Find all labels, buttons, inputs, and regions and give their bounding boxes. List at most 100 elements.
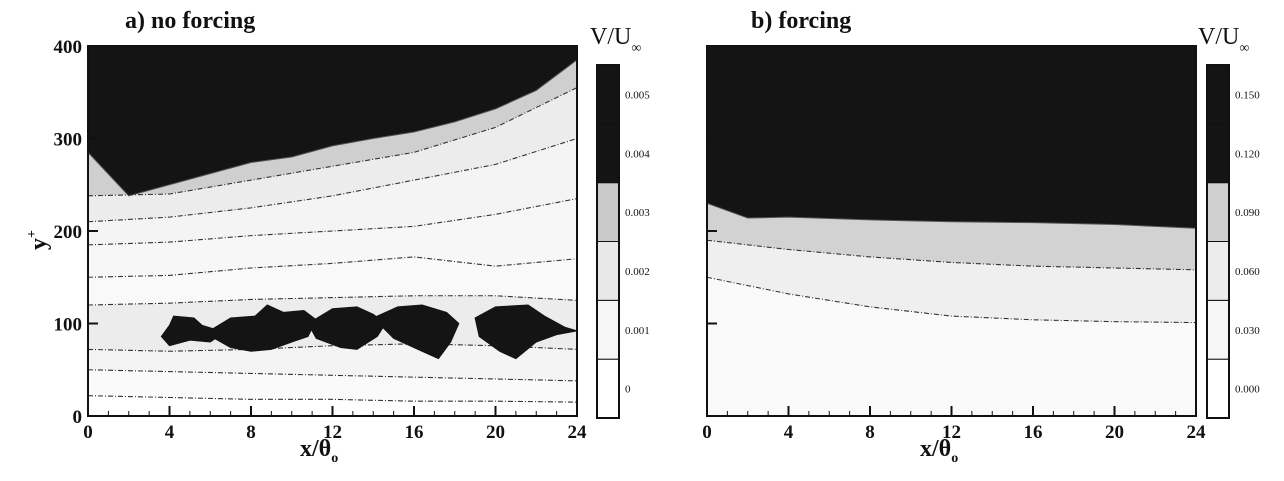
panel-b-colorbar-segment [1206, 358, 1230, 419]
panel-b-colorbar-label: 0.120 [1235, 148, 1260, 160]
panel-a-contour-line [87, 369, 578, 382]
panel-b-fills [707, 46, 1196, 416]
panel-a-x-tick-label: 16 [405, 422, 424, 443]
panel-b-x-tick-label: 16 [1024, 422, 1043, 443]
panel-b-x-tick-label: 4 [784, 422, 794, 443]
panel-b-contour-line [706, 276, 1197, 324]
panel-a-colorbar-title-sub: ∞ [631, 41, 641, 56]
panel-a-colorbar-segment [596, 299, 620, 360]
panel-b-band-2 [707, 240, 1196, 323]
panel-b-x-ticks: 0 4 8 12 16 20 24 [702, 406, 1206, 443]
panel-b-x-tick-label: 24 [1187, 422, 1207, 443]
panel-a-band-9 [88, 395, 577, 416]
panel-b-x-tick-label: 0 [702, 422, 712, 443]
panel-a-colorbar-segment [596, 182, 620, 243]
panel-a-contour-line [87, 198, 578, 246]
panel-b-band-3 [707, 277, 1196, 416]
panel-a-colorbar-label: 0.003 [625, 207, 650, 219]
panel-b-colorbar-segment [1206, 64, 1230, 125]
panel-b-contours [706, 202, 1197, 324]
panel-b-contour-line [706, 202, 1197, 229]
panel-a-y-axis-label: y+ [25, 230, 52, 250]
panel-a-x-tick-label: 24 [568, 422, 588, 443]
panel-a-x-tick-label: 0 [83, 422, 93, 443]
panel-b-colorbar-title: V/U∞ [1198, 24, 1249, 56]
panel-a-band-5 [88, 256, 577, 305]
panel-b-band-0 [707, 46, 1196, 229]
panel-b: b) forcing 0 4 8 12 16 20 24 x/θo V/U∞ 0.0000.… [702, 8, 1260, 466]
panel-b-colorbar-segment [1206, 241, 1230, 301]
panel-a-band-7 [88, 343, 577, 381]
panel-a-band-3 [88, 138, 577, 245]
panel-a: a) no forcing 0 4 8 12 16 20 24 0100200300400 … [25, 8, 650, 466]
panel-b-contour-line [706, 239, 1197, 271]
panel-a-x-ticks: 0 4 8 12 16 20 24 [83, 406, 587, 443]
panel-a-contour-line [87, 256, 578, 278]
panel-a-x-label-main: x/θ [300, 436, 331, 462]
panel-b-band-1 [707, 203, 1196, 270]
panel-a-colorbar-segment [596, 123, 620, 184]
panel-b-x-label-sub: o [951, 451, 958, 466]
panel-b-x-axis-label: x/θo [920, 436, 958, 466]
panel-b-colorbar-label: 0.030 [1235, 325, 1260, 337]
panel-a-x-tick-label: 8 [246, 422, 256, 443]
panel-a-colorbar-label: 0.005 [625, 89, 650, 101]
panel-b-colorbar-segment [1206, 123, 1230, 184]
panel-b-colorbar-title-main: V/U [1198, 24, 1239, 50]
panel-a-band-8 [88, 369, 577, 403]
panel-a-colorbar-segment [596, 358, 620, 419]
panel-a-band-2 [88, 87, 577, 222]
panel-b-x-tick-label: 8 [865, 422, 875, 443]
panel-b-colorbar: 0.000 0.030 0.060 0.090 0.120 0.150 [1206, 64, 1260, 419]
panel-a-contour-line [87, 295, 578, 306]
panel-a-high-region [160, 315, 220, 347]
panel-b-x-tick-label: 20 [1105, 422, 1124, 443]
panel-b-x-tick-label: 12 [942, 422, 961, 443]
panel-a-x-tick-label: 12 [323, 422, 342, 443]
panel-a-band-1 [88, 59, 577, 196]
panel-b-colorbar-label: 0.150 [1235, 89, 1260, 101]
panel-a-high-region [307, 306, 387, 350]
panel-a-high-regions [160, 304, 578, 360]
panel-a-colorbar-segment [596, 241, 620, 301]
panel-a-colorbar-label: 0.001 [625, 325, 650, 337]
panel-a-colorbar-frame [596, 64, 620, 419]
panel-a-colorbar-label: 0.004 [625, 148, 650, 160]
panel-b-x-label-main: x/θ [920, 436, 951, 462]
panel-a-x-axis-label: x/θo [300, 436, 338, 466]
panel-a-x-tick-label: 4 [165, 422, 175, 443]
panel-b-colorbar-label: 0.060 [1235, 266, 1260, 278]
panel-a-y-label-sup: + [25, 230, 40, 238]
panel-a-x-tick-label: 20 [486, 422, 505, 443]
panel-a-colorbar-segment [596, 64, 620, 125]
panel-a-y-tick-label: 300 [54, 130, 83, 151]
panel-a-contour-line [87, 87, 578, 197]
panel-a-title: a) no forcing [125, 8, 255, 34]
panel-b-colorbar-segment [1206, 299, 1230, 360]
panel-b-colorbar-label: 0.000 [1235, 384, 1260, 396]
panel-a-y-ticks: 0 100 200 300 400 [54, 37, 98, 428]
panel-a-contour-line [87, 59, 578, 197]
panel-b-title: b) forcing [751, 8, 851, 34]
panel-b-colorbar-title-sub: ∞ [1239, 41, 1249, 56]
panel-b-colorbar-label: 0.090 [1235, 207, 1260, 219]
panel-a-colorbar-title: V/U∞ [590, 24, 641, 56]
panel-a-band-0 [88, 46, 577, 196]
panel-a-colorbar-title-main: V/U [590, 24, 631, 50]
panel-a-y-label-main: y [26, 238, 52, 250]
panel-a-x-label-sub: o [331, 451, 338, 466]
panel-a-colorbar: 0 0.001 0.002 0.003 0.004 0.005 [596, 64, 650, 419]
panel-a-contour-line [87, 137, 578, 223]
panel-a-contours [87, 59, 578, 403]
panel-a-y-tick-label: 0 [73, 407, 83, 428]
panel-a-high-region [372, 304, 460, 360]
panel-a-y-tick-label: 400 [54, 37, 83, 58]
panel-a-colorbar-label: 0 [625, 384, 631, 396]
panel-a-colorbar-label: 0.002 [625, 266, 650, 278]
panel-a-contour-line [87, 395, 578, 403]
panel-a-y-tick-label: 100 [54, 315, 83, 336]
panel-a-y-tick-label: 200 [54, 222, 83, 243]
panel-b-colorbar-segment [1206, 182, 1230, 243]
panel-a-fills [88, 46, 577, 416]
